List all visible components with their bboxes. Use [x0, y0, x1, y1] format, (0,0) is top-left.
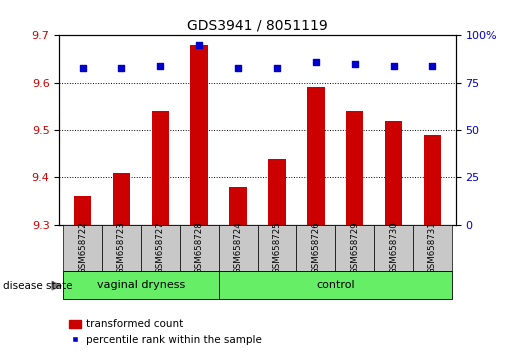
- Bar: [219, 225, 258, 271]
- Point: [389, 63, 398, 69]
- Bar: [268, 159, 286, 225]
- Bar: [74, 196, 91, 225]
- Text: GSM658728: GSM658728: [195, 221, 204, 274]
- Text: disease state: disease state: [3, 281, 72, 291]
- Point: [312, 59, 320, 65]
- Point: [234, 65, 242, 70]
- Point: [351, 61, 359, 67]
- Bar: [424, 135, 441, 225]
- Title: GDS3941 / 8051119: GDS3941 / 8051119: [187, 19, 328, 33]
- Bar: [141, 225, 180, 271]
- Bar: [151, 111, 169, 225]
- Point: [195, 42, 203, 48]
- Text: GSM658730: GSM658730: [389, 221, 398, 274]
- Legend: transformed count, percentile rank within the sample: transformed count, percentile rank withi…: [64, 315, 266, 349]
- Bar: [258, 225, 296, 271]
- Bar: [307, 87, 324, 225]
- Bar: [219, 271, 452, 299]
- Text: GSM658729: GSM658729: [350, 222, 359, 274]
- Point: [117, 65, 126, 70]
- Bar: [63, 271, 219, 299]
- Point: [428, 63, 437, 69]
- Bar: [191, 45, 208, 225]
- Bar: [385, 121, 402, 225]
- Bar: [346, 111, 364, 225]
- Bar: [374, 225, 413, 271]
- Text: control: control: [316, 280, 354, 290]
- Text: GSM658731: GSM658731: [428, 221, 437, 274]
- Bar: [413, 225, 452, 271]
- Text: GSM658724: GSM658724: [234, 221, 243, 274]
- Text: GSM658723: GSM658723: [117, 221, 126, 274]
- Point: [78, 65, 87, 70]
- Text: GSM658725: GSM658725: [272, 221, 281, 274]
- Bar: [335, 225, 374, 271]
- Bar: [180, 225, 219, 271]
- Point: [273, 65, 281, 70]
- Text: GSM658726: GSM658726: [311, 221, 320, 274]
- Text: GSM658727: GSM658727: [156, 221, 165, 274]
- Point: [156, 63, 164, 69]
- Bar: [63, 225, 102, 271]
- Bar: [229, 187, 247, 225]
- Bar: [296, 225, 335, 271]
- Text: GSM658722: GSM658722: [78, 221, 87, 274]
- Text: vaginal dryness: vaginal dryness: [97, 280, 185, 290]
- Bar: [113, 173, 130, 225]
- Polygon shape: [52, 281, 61, 290]
- Bar: [102, 225, 141, 271]
